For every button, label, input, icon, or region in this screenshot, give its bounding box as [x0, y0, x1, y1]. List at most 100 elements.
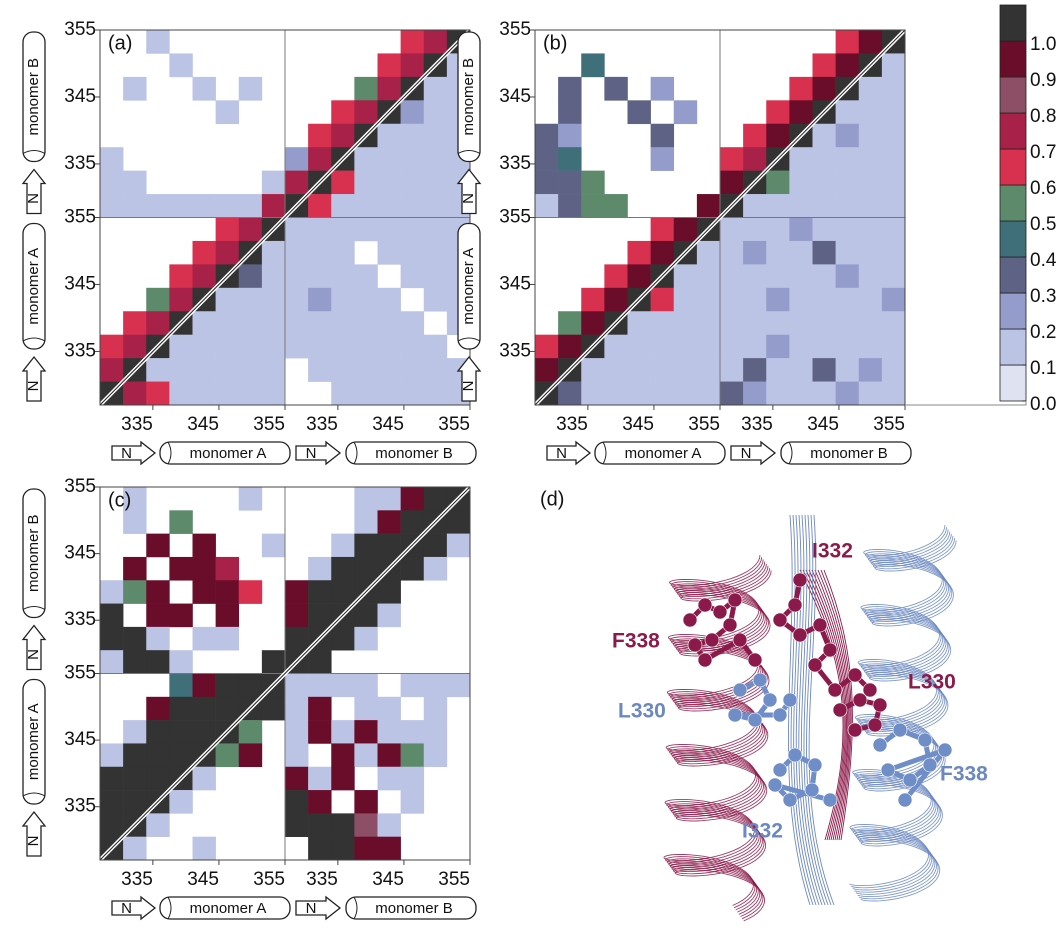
x-tick-label: 335	[121, 414, 153, 435]
heatmap-cell	[766, 241, 789, 265]
heatmap-cell	[674, 100, 697, 124]
heatmap-cell	[424, 674, 447, 698]
residue-f338-atom	[723, 618, 737, 632]
heatmap-cell	[378, 510, 401, 534]
heatmap-cell	[859, 241, 882, 265]
residue-i332-atom	[793, 628, 807, 642]
y-tick-label: 345	[64, 729, 96, 750]
heatmap-cell	[331, 534, 354, 558]
heatmap-cell	[169, 720, 192, 744]
heatmap-cell	[308, 580, 331, 604]
figure: (a)335345355335345355335345355335345355N…	[0, 0, 1063, 932]
panel-label: (c)	[108, 489, 131, 511]
heatmap-cell	[836, 30, 859, 54]
colorbar-label: 0.0	[1030, 394, 1056, 415]
heatmap-cell	[789, 147, 812, 171]
heatmap-cell	[216, 288, 239, 312]
heatmap-cell	[354, 358, 377, 382]
y-tick-label: 335	[64, 609, 96, 630]
residue-label: L330	[618, 700, 666, 723]
heatmap-cell	[558, 335, 581, 359]
heatmap-cell	[424, 697, 447, 721]
residue-l330-atom	[848, 723, 862, 737]
residue-l330-b-atom	[748, 713, 762, 727]
heatmap-cell	[169, 358, 192, 382]
heatmap-cell	[813, 53, 836, 77]
heatmap-cell	[651, 335, 674, 359]
heatmap-cell	[331, 743, 354, 767]
y-tick-label: 355	[64, 19, 96, 40]
x-tick-label: 345	[187, 869, 219, 890]
residue-f338-atom	[683, 613, 697, 627]
x-monomer-label: monomer A	[625, 445, 702, 462]
heatmap-cell	[424, 335, 447, 359]
heatmap-cell	[193, 627, 216, 651]
heatmap-cell	[651, 77, 674, 101]
x-n-n: N	[556, 445, 567, 462]
heatmap-cell	[859, 194, 882, 218]
x-tick-label: 335	[121, 869, 153, 890]
heatmap-cell	[766, 358, 789, 382]
y-tick-label: 335	[499, 340, 531, 361]
heatmap-cell	[123, 335, 146, 359]
residue-f338-atom	[713, 605, 727, 619]
heatmap-cell	[424, 288, 447, 312]
heatmap-cell	[308, 650, 331, 674]
heatmap-cell	[859, 218, 882, 242]
y-tick-label: 345	[64, 543, 96, 564]
heatmap-cell	[216, 743, 239, 767]
y-n-arrow	[23, 812, 45, 856]
heatmap-cell	[354, 335, 377, 359]
heatmap-cell	[331, 100, 354, 124]
heatmap-cell	[308, 720, 331, 744]
heatmap-cell	[331, 171, 354, 195]
heatmap-cell	[378, 77, 401, 101]
y-tick-label: 345	[499, 273, 531, 294]
colorbar-label: 0.7	[1030, 142, 1056, 163]
heatmap-cell	[354, 311, 377, 335]
heatmap-cell	[813, 194, 836, 218]
heatmap-cell	[604, 194, 627, 218]
heatmap-cell	[216, 100, 239, 124]
heatmap-cell	[424, 218, 447, 242]
residue-f338-atom	[728, 593, 742, 607]
heatmap-cell	[146, 650, 169, 674]
heatmap-cell	[378, 53, 401, 77]
heatmap-cell	[882, 335, 905, 359]
heatmap-cell	[859, 77, 882, 101]
residue-l330-atom	[873, 698, 887, 712]
heatmap-cell	[169, 674, 192, 698]
residue-f338-b-atom	[881, 763, 895, 777]
heatmap-cell	[766, 100, 789, 124]
residue-l330-b-atom	[728, 708, 742, 722]
heatmap-cell	[604, 382, 627, 406]
colorbar-label: 0.4	[1030, 250, 1057, 271]
heatmap-cell	[766, 171, 789, 195]
heatmap-cell	[535, 147, 558, 171]
heatmap-cell	[100, 194, 123, 218]
y-n-n: N	[460, 381, 477, 392]
x-monomer-label: monomer B	[375, 445, 453, 462]
heatmap-cell	[859, 100, 882, 124]
heatmap-cell	[285, 335, 308, 359]
heatmap-cell	[239, 358, 262, 382]
heatmap-cell	[308, 697, 331, 721]
heatmap-cell	[331, 674, 354, 698]
colorbar-swatch	[1000, 77, 1026, 113]
heatmap-cell	[331, 358, 354, 382]
heatmap-cell	[882, 241, 905, 265]
heatmap-cell	[836, 53, 859, 77]
residue-i332-atom	[828, 683, 842, 697]
heatmap-cell	[239, 194, 262, 218]
heatmap-cell	[882, 100, 905, 124]
heatmap-cell	[193, 77, 216, 101]
heatmap-cell	[720, 358, 743, 382]
heatmap-cell	[354, 534, 377, 558]
heatmap-cell	[424, 487, 447, 511]
heatmap-cell	[378, 604, 401, 628]
heatmap-cell	[720, 241, 743, 265]
heatmap-cell	[401, 147, 424, 171]
heatmap-cell	[766, 264, 789, 288]
heatmap-cell	[354, 382, 377, 406]
heatmap-cell	[401, 30, 424, 54]
